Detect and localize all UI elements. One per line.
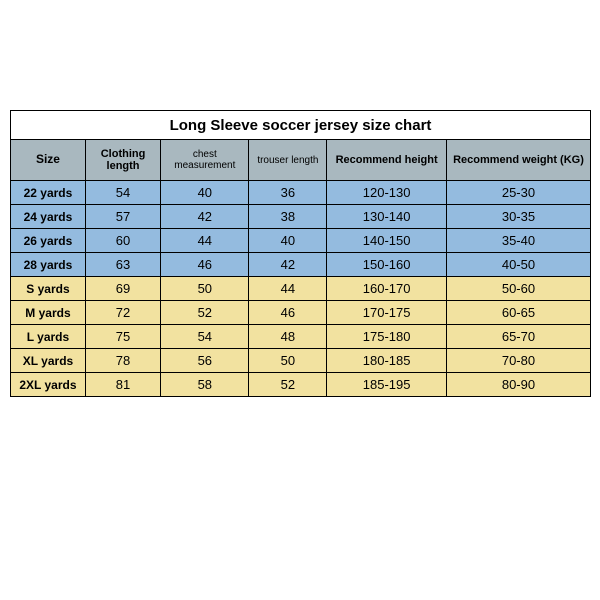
table-row: 28 yards634642150-16040-50 [11,253,591,277]
title-row: Long Sleeve soccer jersey size chart [11,111,591,140]
cell: 150-160 [327,253,447,277]
cell: 81 [85,373,160,397]
cell: 54 [161,325,249,349]
cell: 60-65 [446,301,590,325]
cell: 60 [85,229,160,253]
cell: 44 [249,277,327,301]
table-row: L yards755448175-18065-70 [11,325,591,349]
cell: 78 [85,349,160,373]
cell: 160-170 [327,277,447,301]
cell: 50 [161,277,249,301]
table-row: 26 yards604440140-15035-40 [11,229,591,253]
cell: 22 yards [11,181,86,205]
cell: 65-70 [446,325,590,349]
cell: 46 [249,301,327,325]
cell: 40-50 [446,253,590,277]
cell: 58 [161,373,249,397]
cell: S yards [11,277,86,301]
table-row: 2XL yards815852185-19580-90 [11,373,591,397]
table-row: S yards695044160-17050-60 [11,277,591,301]
cell: 26 yards [11,229,86,253]
cell: 52 [161,301,249,325]
cell: 28 yards [11,253,86,277]
cell: 120-130 [327,181,447,205]
cell: 57 [85,205,160,229]
cell: XL yards [11,349,86,373]
cell: 140-150 [327,229,447,253]
cell: 54 [85,181,160,205]
cell: 185-195 [327,373,447,397]
col-clothing-length: Clothing length [85,140,160,181]
cell: 36 [249,181,327,205]
header-row: Size Clothing length chest measurement t… [11,140,591,181]
cell: 69 [85,277,160,301]
cell: 75 [85,325,160,349]
cell: 170-175 [327,301,447,325]
cell: 30-35 [446,205,590,229]
cell: 180-185 [327,349,447,373]
cell: 80-90 [446,373,590,397]
col-height: Recommend height [327,140,447,181]
cell: 38 [249,205,327,229]
size-chart-table: Long Sleeve soccer jersey size chart Siz… [10,110,591,397]
cell: 42 [249,253,327,277]
col-chest: chest measurement [161,140,249,181]
cell: 70-80 [446,349,590,373]
col-trouser: trouser length [249,140,327,181]
col-size: Size [11,140,86,181]
cell: 40 [249,229,327,253]
cell: 48 [249,325,327,349]
col-weight: Recommend weight (KG) [446,140,590,181]
cell: 63 [85,253,160,277]
cell: 2XL yards [11,373,86,397]
cell: L yards [11,325,86,349]
cell: 40 [161,181,249,205]
cell: 52 [249,373,327,397]
cell: 50-60 [446,277,590,301]
cell: 24 yards [11,205,86,229]
cell: 72 [85,301,160,325]
table-title: Long Sleeve soccer jersey size chart [11,111,591,140]
cell: 175-180 [327,325,447,349]
cell: 56 [161,349,249,373]
table-row: XL yards785650180-18570-80 [11,349,591,373]
table-row: 24 yards574238130-14030-35 [11,205,591,229]
cell: 35-40 [446,229,590,253]
cell: 50 [249,349,327,373]
cell: 46 [161,253,249,277]
cell: 42 [161,205,249,229]
cell: M yards [11,301,86,325]
cell: 25-30 [446,181,590,205]
table-row: M yards725246170-17560-65 [11,301,591,325]
cell: 130-140 [327,205,447,229]
table-row: 22 yards544036120-13025-30 [11,181,591,205]
cell: 44 [161,229,249,253]
